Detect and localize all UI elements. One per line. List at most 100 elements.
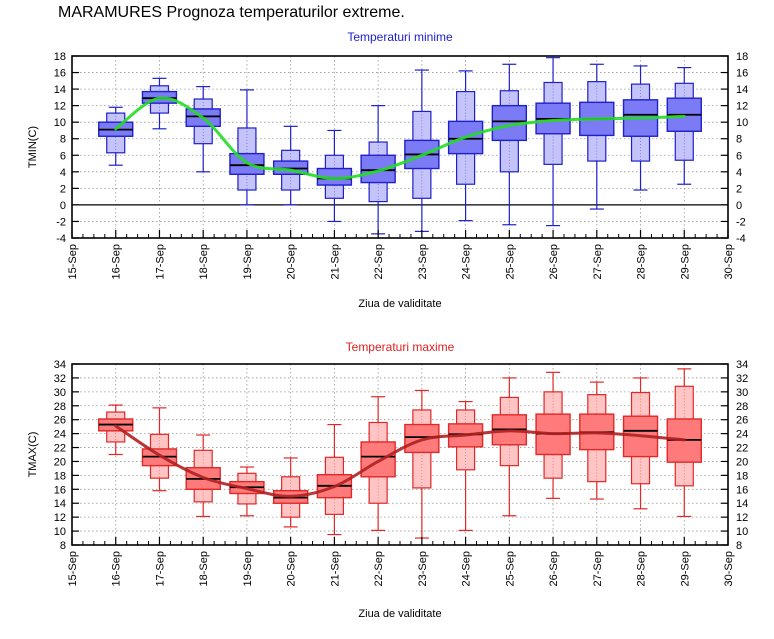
tmax-xtick-label: 17-Sep	[154, 551, 166, 586]
tmin-ytick-label-right: 0	[736, 200, 742, 212]
tmax-box-p25-p75	[360, 441, 396, 478]
tmax-box-28-Sep	[622, 377, 659, 510]
tmax-x-axis-label: Ziua de validitate	[358, 608, 441, 620]
tmax-ytick-label-right: 18	[736, 470, 748, 482]
tmax-xtick-label: 27-Sep	[592, 551, 604, 586]
tmin-xtick-label: 26-Sep	[548, 244, 560, 279]
tmin-box-28-Sep	[622, 65, 659, 191]
tmax-box-27-Sep	[579, 381, 615, 500]
tmax-box-29-Sep	[666, 368, 702, 518]
tmin-box-19-Sep	[229, 89, 265, 206]
tmax-grid	[72, 364, 728, 545]
tmin-x-axis-label: Ziua de validitate	[358, 298, 441, 310]
tmin-ytick-label-left: -2	[56, 216, 66, 228]
tmin-ytick-label-right: 2	[736, 183, 742, 195]
tmax-xtick-label: 18-Sep	[198, 551, 210, 586]
tmin-ytick-label-left: 6	[60, 150, 66, 162]
tmax-ytick-label-left: 8	[60, 540, 66, 552]
tmin-xtick-label: 16-Sep	[111, 244, 123, 279]
tmin-xtick-label: 28-Sep	[636, 244, 648, 279]
tmin-box-29-Sep	[666, 66, 702, 185]
tmax-box-24-Sep	[447, 400, 484, 531]
tmax-ytick-label-right: 8	[736, 540, 742, 552]
tmin-box-24-Sep	[447, 70, 484, 222]
tmin-plot-frame	[71, 55, 729, 239]
tmin-xtick-label: 30-Sep	[723, 244, 735, 279]
tmax-box-23-Sep	[404, 389, 440, 539]
tmin-ytick-label-right: 14	[736, 84, 748, 96]
tmin-xtick-label: 19-Sep	[242, 244, 254, 279]
tmin-ytick-label-right: 6	[736, 150, 742, 162]
tmin-ytick-label-left: 2	[60, 183, 66, 195]
tmax-xtick-label: 28-Sep	[636, 551, 648, 586]
tmax-xtick-label: 23-Sep	[417, 551, 429, 586]
tmin-ytick-label-right: -2	[736, 216, 746, 228]
tmin-ytick-label-left: 16	[54, 68, 66, 80]
tmax-xtick-label: 29-Sep	[679, 551, 691, 586]
tmax-ytick-label-right: 14	[736, 498, 748, 510]
tmin-xtick-label: 18-Sep	[198, 244, 210, 279]
tmax-ytick-label-right: 12	[736, 512, 748, 524]
tmax-ytick-label-left: 12	[54, 512, 66, 524]
tmin-ytick-label-left: 10	[54, 117, 66, 129]
tmin-ytick-label-left: 18	[54, 51, 66, 63]
tmin-ytick-label-right: 10	[736, 117, 748, 129]
tmin-ytick-label-right: 12	[736, 101, 748, 113]
tmax-xtick-label: 19-Sep	[242, 551, 254, 586]
tmax-xtick-label: 20-Sep	[286, 551, 298, 586]
tmax-ytick-label-left: 24	[54, 429, 66, 441]
tmin-ytick-label-right: 16	[736, 68, 748, 80]
tmin-box-16-Sep	[98, 106, 134, 166]
tmax-xtick-label: 15-Sep	[67, 551, 79, 586]
tmin-xtick-label: 22-Sep	[373, 244, 385, 279]
tmax-ytick-label-right: 20	[736, 456, 748, 468]
tmax-box-26-Sep	[535, 371, 571, 499]
tmin-ytick-label-right: -4	[736, 233, 746, 245]
tmax-xtick-label: 24-Sep	[461, 551, 473, 586]
tmax-ytick-label-left: 30	[54, 387, 66, 399]
tmin-box-27-Sep	[579, 63, 615, 210]
tmin-ytick-label-right: 18	[736, 51, 748, 63]
tmax-box-20-Sep	[272, 457, 309, 528]
tmin-ytick-label-left: 8	[60, 134, 66, 146]
tmin-ytick-label-left: 4	[60, 167, 66, 179]
tmax-chart-title: Temperaturi maxime	[346, 340, 455, 354]
main-title: MARAMURES Prognoza temperaturilor extrem…	[58, 4, 405, 21]
tmax-ytick-label-left: 20	[54, 456, 66, 468]
tmax-ytick-label-left: 32	[54, 373, 66, 385]
tmin-xtick-label: 17-Sep	[154, 244, 166, 279]
tmin-y-axis-label: TMIN(C)	[27, 126, 39, 168]
tmin-ytick-label-right: 8	[736, 134, 742, 146]
tmax-box-25-Sep	[491, 377, 528, 517]
tmin-xtick-label: 29-Sep	[679, 244, 691, 279]
tmin-ytick-label-left: 12	[54, 101, 66, 113]
tmax-xtick-label: 26-Sep	[548, 551, 560, 586]
tmax-box-22-Sep	[360, 396, 396, 531]
tmax-ytick-label-left: 16	[54, 484, 66, 496]
tmax-ytick-label-right: 22	[736, 443, 748, 455]
tmax-ytick-label-right: 26	[736, 415, 748, 427]
tmin-box-20-Sep	[272, 125, 309, 206]
tmin-xtick-label: 27-Sep	[592, 244, 604, 279]
tmax-xtick-label: 16-Sep	[111, 551, 123, 586]
tmin-xtick-label: 24-Sep	[461, 244, 473, 279]
tmax-ytick-label-left: 22	[54, 443, 66, 455]
tmax-ytick-label-right: 16	[736, 484, 748, 496]
tmax-ytick-label-left: 28	[54, 401, 66, 413]
tmax-ytick-label-left: 18	[54, 470, 66, 482]
tmin-xtick-label: 15-Sep	[67, 244, 79, 279]
tmin-ytick-label-left: 0	[60, 200, 66, 212]
tmin-ytick-label-left: 14	[54, 84, 66, 96]
tmin-grid	[72, 56, 728, 238]
tmax-y-axis-label: TMAX(C)	[27, 432, 39, 478]
tmin-mean-line	[114, 96, 686, 180]
tmax-ytick-label-right: 10	[736, 526, 748, 538]
tmin-ytick-label-right: 4	[736, 167, 742, 179]
tmax-ytick-label-left: 14	[54, 498, 66, 510]
tmin-xtick-label: 21-Sep	[329, 244, 341, 279]
tmax-ytick-label-left: 10	[54, 526, 66, 538]
tmin-xtick-label: 20-Sep	[286, 244, 298, 279]
tmax-xtick-label: 22-Sep	[373, 551, 385, 586]
tmax-ytick-label-left: 26	[54, 415, 66, 427]
